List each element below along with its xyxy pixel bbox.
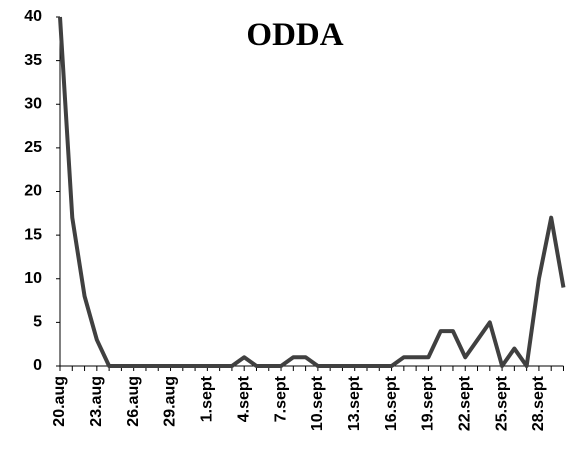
x-tick-label: 16.sept (383, 375, 400, 431)
x-tick-label: 26.aug (125, 376, 142, 427)
x-tick-label: 13.sept (346, 375, 363, 431)
x-tick-label: 19.sept (420, 375, 437, 431)
x-tick-label: 1.sept (199, 375, 216, 422)
y-tick-label: 40 (24, 8, 42, 25)
chart-title: ODDA (246, 17, 343, 53)
y-tick-label: 30 (24, 95, 42, 112)
y-tick-label: 25 (24, 139, 42, 156)
y-tick-label: 15 (24, 226, 42, 243)
x-tick-label: 23.aug (88, 376, 105, 427)
data-line (58, 16, 566, 368)
x-tick-label: 22.sept (456, 375, 473, 431)
x-tick-label: 25.sept (493, 375, 510, 431)
x-tick-label: 20.aug (51, 376, 68, 427)
x-tick-label: 28.sept (530, 375, 547, 431)
y-tick-label: 5 (33, 314, 42, 331)
y-tick-label: 35 (24, 52, 42, 69)
x-tick-label: 4.sept (235, 375, 252, 422)
y-tick-label: 0 (33, 357, 42, 374)
y-tick-label: 20 (24, 183, 42, 200)
y-tick-label: 10 (24, 270, 42, 287)
x-tick-label: 7.sept (272, 375, 289, 422)
x-tick-label: 10.sept (309, 375, 326, 431)
x-tick-label: 29.aug (162, 376, 179, 427)
